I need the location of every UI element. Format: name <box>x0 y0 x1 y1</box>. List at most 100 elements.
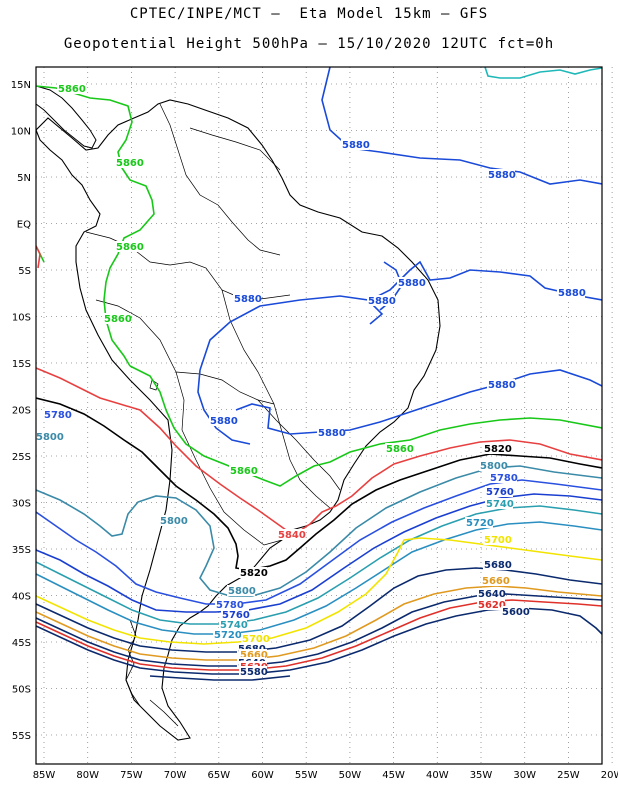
longitude-label: 75W <box>120 770 143 781</box>
contour-label-bg <box>239 649 267 660</box>
contour-label: 5740 <box>220 620 248 631</box>
contour-label-bg <box>219 619 247 630</box>
contour-label-bg <box>237 643 265 654</box>
contour-label-bg <box>277 529 305 540</box>
contour-label: 5600 <box>502 607 530 618</box>
lake-titicaca <box>149 379 159 391</box>
longitude-label: 80W <box>76 770 99 781</box>
contour-label: 5580 <box>240 667 268 678</box>
latitude-label: 40S <box>12 592 31 603</box>
contour-label-bg <box>487 379 515 390</box>
contour-label: 5880 <box>398 278 426 289</box>
latitude-label: 5N <box>17 173 31 184</box>
contour-label: 5860 <box>58 84 86 95</box>
contour-label: 5880 <box>210 416 238 427</box>
contour-label-bg <box>103 313 131 324</box>
longitude-label: 55W <box>295 770 318 781</box>
contour-label: 5780 <box>44 410 72 421</box>
contour-label: 5780 <box>490 473 518 484</box>
contour-label: 5880 <box>488 170 516 181</box>
contour-label-bg <box>239 666 267 677</box>
contour-label: 5760 <box>222 610 250 621</box>
latitude-label: 25S <box>12 452 31 463</box>
contour-label-bg <box>159 515 187 526</box>
contour-label-bg <box>36 431 63 442</box>
lat-lon-grid <box>36 67 613 764</box>
central-america <box>36 85 97 149</box>
contour-label: 5700 <box>242 634 270 645</box>
contour-label-bg <box>57 83 85 94</box>
contour-label-bg <box>115 241 143 252</box>
contour-label: 5820 <box>484 444 512 455</box>
contour-label: 5800 <box>228 586 256 597</box>
contour-label-bg <box>213 629 241 640</box>
latitude-labels: 15N 10N 5N EQ 5S 10S 15S 20S 25S 30S 35S 40S 45S 50S 5… <box>11 80 31 742</box>
contour-label: 5880 <box>234 294 262 305</box>
contour-label-bg <box>397 277 425 288</box>
longitude-label: 85W <box>33 770 56 781</box>
longitude-label: 35W <box>470 770 493 781</box>
contour-label-bg <box>241 633 269 644</box>
contour-label-bg <box>385 443 413 454</box>
contour-label-bg <box>229 465 257 476</box>
contour-label-bg <box>485 486 513 497</box>
longitude-label: 45W <box>382 770 405 781</box>
contour-label-bg <box>485 498 513 509</box>
contour-label-bg <box>483 443 511 454</box>
contour-label-bg <box>501 606 529 617</box>
contour-label-bg <box>487 169 515 180</box>
longitude-label: 65W <box>207 770 230 781</box>
chart-title: CPTEC/INPE/MCT – Eta Model 15km – GFS <box>129 6 489 22</box>
contour-label-bg <box>367 295 395 306</box>
latitude-label: 20S <box>12 406 31 417</box>
contour-label: 5860 <box>104 314 132 325</box>
contour-label: 5800 <box>160 516 188 527</box>
contour-label: 5820 <box>240 568 268 579</box>
longitude-label: 20W <box>601 770 618 781</box>
latitude-label: 55S <box>12 731 31 742</box>
contour-label: 5840 <box>278 530 306 541</box>
contour-label: 5660 <box>240 650 268 661</box>
latitude-label: 15S <box>12 359 31 370</box>
latitude-label: 10N <box>11 127 31 138</box>
contour-label-bg <box>43 409 71 420</box>
contour-label: 5640 <box>478 589 506 600</box>
contour-label: 5680 <box>484 560 512 571</box>
contour-label: 5800 <box>36 432 64 443</box>
contour-label-bg <box>233 293 261 304</box>
contour-label-bg <box>557 287 585 298</box>
latitude-label: 50S <box>12 685 31 696</box>
longitude-label: 25W <box>557 770 580 781</box>
contour-label: 5660 <box>482 576 510 587</box>
contour-label: 5880 <box>318 428 346 439</box>
chart-subtitle: Geopotential Height 500hPa – 15/10/2020 … <box>63 36 555 52</box>
contour-label-bg <box>477 599 505 610</box>
contour-label-bg <box>239 567 267 578</box>
latitude-label: 45S <box>12 638 31 649</box>
longitude-label: 50W <box>339 770 362 781</box>
contour-label: 5700 <box>484 535 512 546</box>
contour-label: 5860 <box>116 242 144 253</box>
contour-label: 5880 <box>368 296 396 307</box>
contour-label-bg <box>215 599 243 610</box>
contour-label-bg <box>477 588 505 599</box>
latitude-label: 5S <box>18 266 31 277</box>
contour-label-bg <box>341 139 369 150</box>
contour-label-bg <box>221 609 249 620</box>
contour-label-bg <box>483 534 511 545</box>
contour-label-bg <box>465 517 493 528</box>
contour-label: 5880 <box>558 288 586 299</box>
contour-label-bg <box>483 559 511 570</box>
contour-label: 5860 <box>116 158 144 169</box>
contour-label-bg <box>227 585 255 596</box>
longitude-label: 40W <box>426 770 449 781</box>
contour-label-bg <box>317 427 345 438</box>
latitude-label: 30S <box>12 499 31 510</box>
longitude-label: 30W <box>513 770 536 781</box>
contour-label: 5780 <box>216 600 244 611</box>
contour-label: 5720 <box>466 518 494 529</box>
contour-label: 5860 <box>230 466 258 477</box>
longitude-labels: 85W 80W 75W 70W 65W 60W 55W 50W 45W 40W 35W 30W 25W 2… <box>33 770 618 781</box>
contour-label-bg <box>481 575 509 586</box>
